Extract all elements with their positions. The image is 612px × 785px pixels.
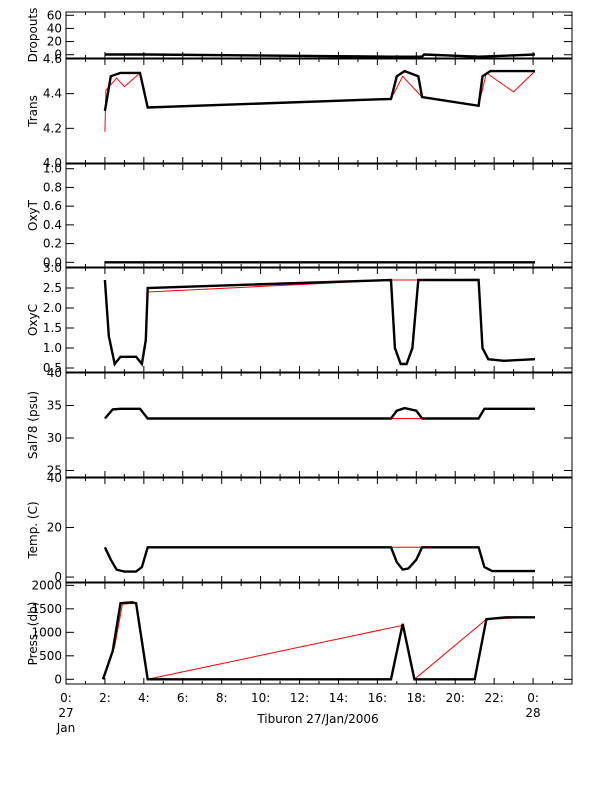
y-tick-label: 0.2 (43, 237, 62, 251)
y-tick-label: 0 (54, 570, 62, 584)
x-start-day-label: 27 (58, 706, 73, 720)
y-tick-label: 20 (47, 35, 62, 49)
panel-4: 40 35 30 25 Sal78 (psu) (26, 366, 573, 478)
panel-6: 2000 1500 1000 500 0 Press. (db) (26, 578, 573, 686)
y-tick-label: 2000 (31, 578, 62, 592)
y-tick-label: 0.6 (43, 199, 62, 213)
panel-5: 40 20 0 Temp. (C) (26, 471, 573, 584)
y-axis-title: OxyT (26, 199, 40, 231)
panel-frame (65, 11, 573, 59)
y-tick-label: 2.5 (43, 281, 62, 295)
y-tick-label: 0.4 (43, 218, 62, 232)
y-axis-title: Sal78 (psu) (26, 391, 40, 459)
series-line-black (103, 546, 535, 573)
y-axis-title: OxyC (26, 304, 40, 336)
y-tick-label: 4.6 (43, 52, 62, 66)
x-tick-label: 0: (60, 691, 72, 705)
x-tick-label: 2: (99, 691, 111, 705)
y-tick-label: 40 (47, 471, 62, 485)
x-tick-label: 22: (484, 691, 503, 705)
y-tick-label: 3.0 (43, 261, 62, 275)
y-tick-label: 20 (47, 521, 62, 535)
y-tick-label: 4.0 (43, 156, 62, 170)
y-axis-title: Dropouts (26, 8, 40, 63)
y-tick-label: 1500 (31, 602, 62, 616)
figure-caption: Tiburon 27/Jan/2006 (256, 712, 378, 726)
panel-1: 4.6 4.4 4.2 4.0 Trans (26, 52, 573, 170)
x-tick-label: 18: (407, 691, 426, 705)
y-tick-label: 0.0 (43, 255, 62, 269)
series-line-black (103, 278, 536, 367)
series-line-black (103, 406, 535, 420)
x-start-month-label: Jan (56, 721, 76, 735)
y-tick-label: 35 (47, 399, 62, 413)
y-tick-label: 60 (47, 8, 62, 22)
y-axis-title: Press. (db) (26, 602, 40, 666)
y-tick-label: 0 (54, 672, 62, 686)
series-line-black (101, 601, 535, 681)
x-tick-label: 8: (216, 691, 228, 705)
y-tick-label: 1.5 (43, 321, 62, 335)
y-tick-label: 0 (54, 48, 62, 62)
y-tick-label: 1.0 (43, 341, 62, 355)
x-end-day-label: 28 (525, 706, 540, 720)
panel-frame (65, 58, 573, 164)
x-tick-label: 14: (329, 691, 348, 705)
x-tick-label: 10: (251, 691, 270, 705)
x-tick-label: 4: (138, 691, 150, 705)
panel-frame (65, 163, 573, 268)
y-tick-label: 1000 (31, 625, 62, 639)
x-tick-label: 6: (177, 691, 189, 705)
y-tick-label: 1.0 (43, 162, 62, 176)
x-tick-label: 20: (446, 691, 465, 705)
x-tick-label: 0: (527, 691, 539, 705)
y-tick-label: 40 (47, 21, 62, 35)
y-tick-label: 4.2 (43, 121, 62, 135)
panel-3: 3.0 2.5 2.0 1.5 1.0 0.5 OxyC (26, 261, 573, 375)
panel-frame (65, 372, 573, 478)
series-line-black (104, 53, 536, 58)
x-tick-label: 16: (368, 691, 387, 705)
x-tick-label: 12: (290, 691, 309, 705)
y-tick-label: 0.5 (43, 361, 62, 375)
y-axis-title: Temp. (C) (26, 501, 40, 559)
y-tick-label: 2.0 (43, 301, 62, 315)
series-line-red (102, 602, 536, 681)
y-tick-label: 4.4 (43, 87, 62, 101)
y-tick-label: 30 (47, 431, 62, 445)
y-tick-label: 500 (39, 649, 62, 663)
series-line-black (103, 69, 535, 112)
panel-2: 1.0 0.8 0.6 0.4 0.2 0.0 OxyT (26, 162, 573, 269)
y-axis-title: Trans (26, 95, 40, 128)
y-tick-label: 0.8 (43, 180, 62, 194)
y-tick-label: 25 (47, 464, 62, 478)
y-tick-label: 40 (47, 366, 62, 380)
